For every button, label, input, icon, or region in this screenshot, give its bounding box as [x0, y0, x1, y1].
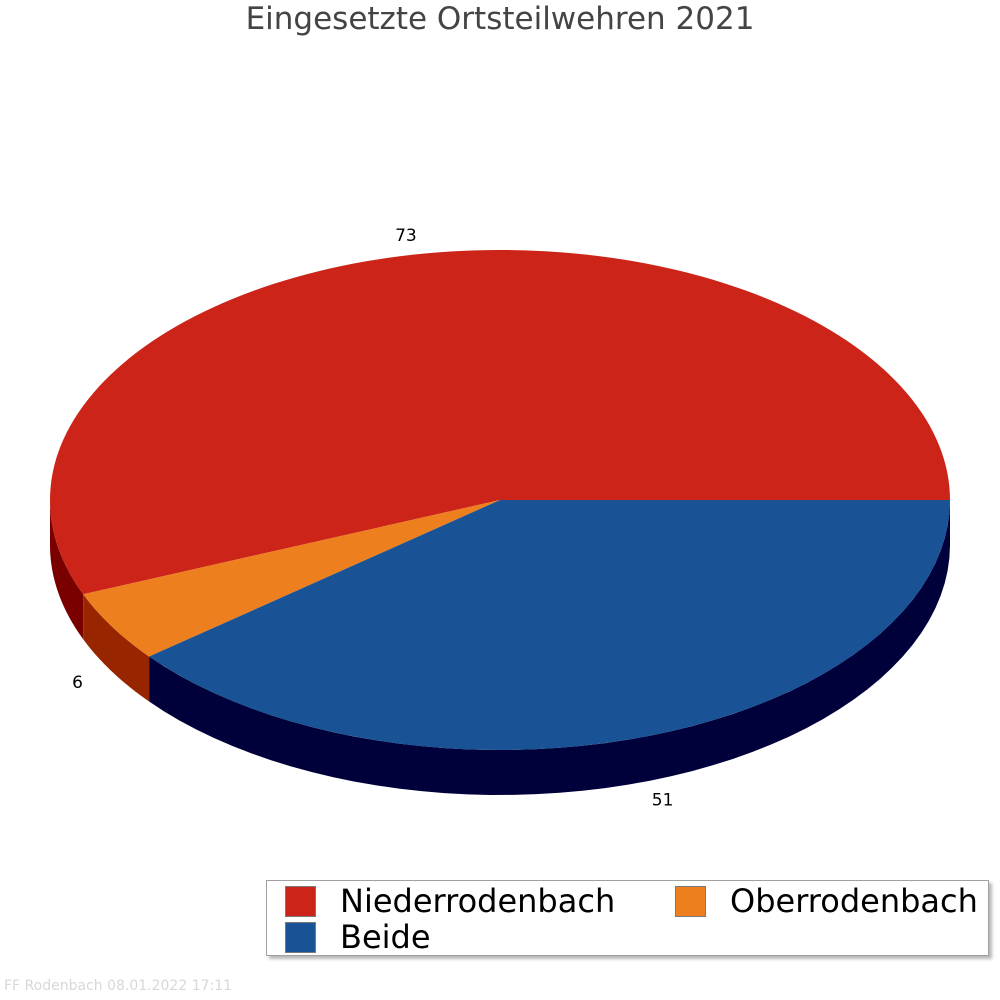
legend-label-niederrodenbach: Niederrodenbach	[340, 882, 616, 920]
chart-title: Eingesetzte Ortsteilwehren 2021	[245, 1, 755, 37]
pie-labels: 73 6 51	[72, 226, 673, 811]
legend-item-niederrodenbach: Niederrodenbach	[285, 883, 615, 919]
legend-label-oberrodenbach: Oberrodenbach	[730, 882, 978, 920]
legend-swatch-oberrodenbach	[675, 885, 706, 917]
pie-side-oberrodenbach	[83, 594, 150, 702]
legend-swatch-beide	[285, 921, 316, 953]
pie-side-beide	[149, 500, 950, 795]
legend-item-beide: Beide	[285, 919, 431, 955]
pie-side-niederrodenbach	[50, 500, 84, 640]
legend-item-oberrodenbach: Oberrodenbach	[675, 883, 978, 919]
legend-label-beide: Beide	[340, 918, 431, 956]
legend-swatch-niederrodenbach	[285, 885, 316, 917]
pie-value-label-niederrodenbach: 73	[395, 226, 417, 246]
pie-slice-niederrodenbach	[49, 249, 950, 595]
pie-value-label-oberrodenbach: 6	[72, 673, 83, 693]
legend: Niederrodenbach Oberrodenbach Beide	[266, 880, 989, 956]
footer-timestamp: FF Rodenbach 08.01.2022 17:11	[4, 978, 233, 994]
pie-slice-oberrodenbach	[83, 500, 500, 657]
pie-sides	[50, 500, 950, 795]
pie-slice-beide	[149, 500, 950, 751]
pie-tops	[49, 249, 950, 751]
pie-value-label-beide: 51	[652, 791, 674, 811]
